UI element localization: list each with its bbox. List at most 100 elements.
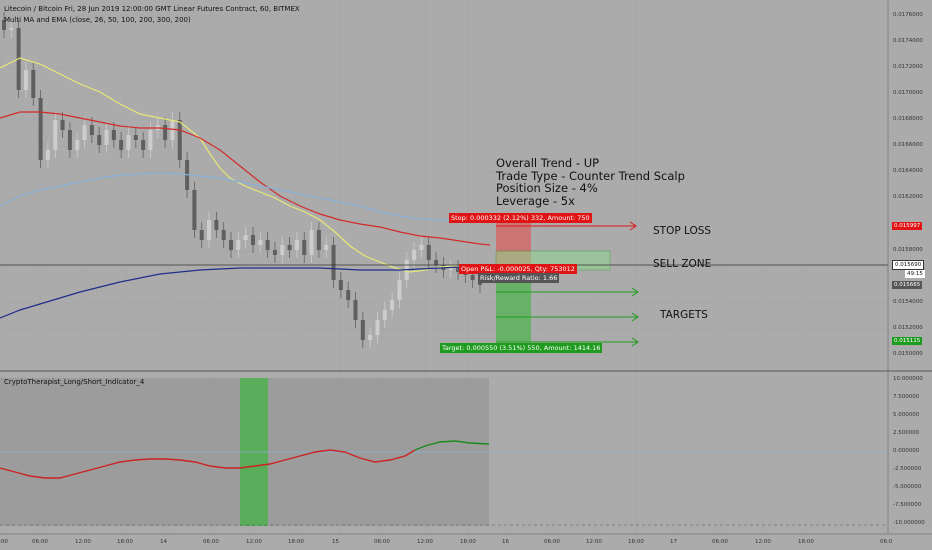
time-tick-label: 17 [670, 539, 677, 545]
target-price-tag: 0.015115 [892, 337, 923, 345]
time-axis[interactable]: 00:00 06:00 12:00 18:00 14 06:00 12:00 18:00 15 0… [0, 535, 892, 550]
candle-body [419, 245, 424, 250]
note-trade-type: Trade Type - Counter Trend Scalp [496, 168, 685, 183]
candle-body [67, 130, 72, 150]
note-position-size: Position Size - 4% [496, 181, 598, 195]
indicator-tick-label: 10.000000 [893, 376, 923, 382]
time-tick-label: 16 [502, 539, 509, 545]
ma-red-line [0, 111, 491, 246]
candle-body [163, 125, 168, 140]
stop-tag[interactable]: Stop: 0.000332 (2.12%) 332, Amount: 750 [449, 213, 592, 223]
target-arrow-3 [496, 337, 639, 347]
candle-body [470, 275, 475, 280]
candle-body [309, 230, 314, 255]
price-tick-label: 0.0168000 [893, 116, 923, 122]
candle-body [243, 235, 248, 240]
candle-body [170, 120, 175, 140]
ma-navy-line [0, 266, 490, 319]
candle-body [280, 245, 285, 255]
sell-zone-label: SELL ZONE [653, 258, 712, 270]
candle-body [119, 140, 124, 150]
candle-body [346, 290, 351, 300]
candle-body [302, 240, 307, 255]
price-tick-label: 0.0166000 [893, 142, 923, 148]
candle-body [265, 240, 270, 250]
candle-body [214, 220, 219, 230]
candle-body [89, 125, 94, 135]
indicator-tick-label: 7.500000 [893, 394, 920, 400]
candle-body [45, 150, 50, 160]
countdown-tag: 49:15 [905, 270, 925, 278]
price-tick-label: 0.0158000 [893, 247, 923, 253]
candle-body [31, 70, 36, 98]
price-axis[interactable]: 0.0176000 0.0174000 0.0172000 0.0170000 0.01… [889, 0, 932, 372]
candle-body [294, 240, 299, 250]
indicator-tick-label: 0.000000 [893, 448, 920, 454]
candle-body [199, 230, 204, 240]
time-tick-label: 14 [160, 539, 167, 545]
time-tick-label: 06:0 [880, 539, 893, 545]
oscillator-red-line [0, 449, 416, 479]
candle-body [448, 268, 453, 270]
candle-body [177, 120, 182, 160]
time-tick-label: 12:00 [75, 539, 91, 545]
stop-price-tag: 0.015997 [892, 222, 923, 230]
candle-body [229, 240, 234, 250]
candle-body [375, 320, 380, 335]
symbol-title: Litecoin / Bitcoin Fri, 28 Jun 2019 12:0… [4, 5, 300, 13]
time-tick-label: 12:00 [246, 539, 262, 545]
candle-body [148, 130, 153, 150]
open-pnl-tag[interactable]: Open P&L: -0.000025, Qty: 753012 [459, 264, 577, 274]
current-price-tag: 0.015690 [892, 260, 925, 270]
candle-body [75, 140, 80, 150]
candle-body [434, 260, 439, 265]
price-tick-label: 0.0164000 [893, 168, 923, 174]
moving-average-lines [0, 57, 491, 319]
candle-body [236, 240, 241, 250]
time-tick-label: 12:00 [586, 539, 602, 545]
ma-yellow-line [0, 57, 471, 273]
candle-body [111, 130, 116, 140]
candle-body [353, 300, 358, 320]
time-tick-label: 12:00 [755, 539, 771, 545]
candle-body [382, 310, 387, 320]
price-tick-label: 0.0150000 [893, 351, 923, 357]
indicator-tick-label: -7.500000 [893, 502, 922, 508]
candle-body [426, 245, 431, 260]
candle-body [2, 20, 6, 30]
time-tick-label: 18:00 [798, 539, 814, 545]
candle-body [397, 280, 402, 300]
price-tick-label: 0.0152000 [893, 325, 923, 331]
candle-body [412, 250, 417, 260]
candle-body [250, 235, 255, 245]
stop-loss-arrow [496, 221, 637, 231]
note-leverage: Leverage - 5x [496, 193, 575, 208]
time-tick-label: 15 [332, 539, 339, 545]
indicator-legend[interactable]: Multi MA and EMA (close, 26, 50, 100, 20… [4, 16, 191, 24]
price-tick-label: 0.0162000 [893, 194, 923, 200]
candle-body [104, 130, 109, 145]
price-tick-label: 0.0154000 [893, 299, 923, 305]
time-tick-label: 06:00 [374, 539, 390, 545]
candle-body [258, 240, 263, 245]
target-tag[interactable]: Target: 0.000550 (3.51%) 550, Amount: 14… [440, 343, 603, 353]
indicator-axis[interactable]: 10.000000 7.500000 5.000000 2.500000 0.00000… [889, 372, 932, 534]
targets-label: TARGETS [660, 309, 708, 321]
note-trend: Overall Trend - UP [496, 156, 600, 170]
time-tick-label: 18:00 [117, 539, 133, 545]
candlesticks [2, 12, 482, 348]
time-tick-label: 18:00 [460, 539, 476, 545]
candle-body [53, 120, 58, 150]
time-tick-label: 06:00 [544, 539, 560, 545]
time-tick-label: 06:00 [203, 539, 219, 545]
candle-body [9, 28, 14, 30]
candle-body [456, 268, 461, 272]
indicator-tick-label: -10.000000 [893, 520, 925, 526]
price-tick-label: 0.0172000 [893, 64, 923, 70]
indicator-name[interactable]: CryptoTherapist_Long/Short_Indicator_4 [4, 378, 145, 386]
trade-notes: Overall Trend - UP Trade Type - Counter … [496, 157, 685, 207]
risk-reward-tag[interactable]: Risk/Reward Ratio: 1.66 [478, 273, 560, 283]
candle-body [272, 250, 277, 255]
